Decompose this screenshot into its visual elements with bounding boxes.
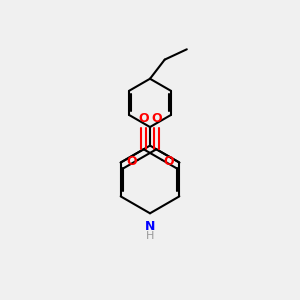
Text: O: O bbox=[126, 155, 136, 168]
Text: N: N bbox=[145, 220, 155, 233]
Text: O: O bbox=[164, 155, 174, 168]
Text: O: O bbox=[138, 112, 149, 124]
Text: O: O bbox=[151, 112, 162, 124]
Text: H: H bbox=[146, 231, 154, 241]
